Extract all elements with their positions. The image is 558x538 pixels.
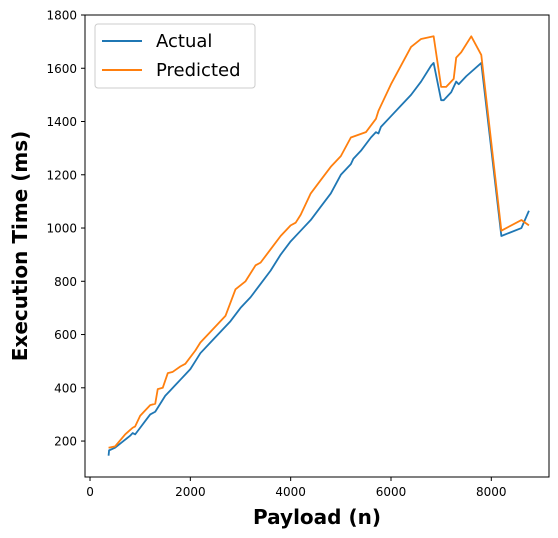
series-layer	[107, 35, 530, 456]
x-tick-label: 4000	[275, 485, 306, 499]
x-tick-label: 6000	[376, 485, 407, 499]
x-tick-label: 8000	[476, 485, 507, 499]
legend-label-actual: Actual	[156, 31, 212, 52]
y-tick-label: 1800	[46, 9, 77, 23]
legend: Actual Predicted	[94, 23, 256, 89]
y-tick-label: 1600	[46, 62, 77, 76]
x-tick-label: 2000	[175, 485, 206, 499]
y-tick-label: 800	[54, 275, 77, 289]
x-axis-label: Payload (n)	[253, 505, 381, 529]
y-tick-label: 1000	[46, 222, 77, 236]
x-axis: 0 2000 4000 6000 8000	[86, 477, 507, 499]
y-tick-label: 600	[54, 328, 77, 342]
y-tick-label: 1400	[46, 115, 77, 129]
series-line-actual	[107, 62, 530, 456]
y-axis: 200 400 600 800 1000 1200 1400 1600 1800	[46, 9, 85, 449]
y-tick-label: 400	[54, 381, 77, 395]
y-axis-label: Execution Time (ms)	[8, 131, 32, 361]
series-line-predicted	[108, 35, 530, 449]
y-tick-label: 1200	[46, 168, 77, 182]
x-tick-label: 0	[86, 485, 94, 499]
legend-label-predicted: Predicted	[156, 60, 241, 81]
y-tick-label: 200	[54, 435, 77, 449]
plot-frame	[84, 14, 550, 478]
